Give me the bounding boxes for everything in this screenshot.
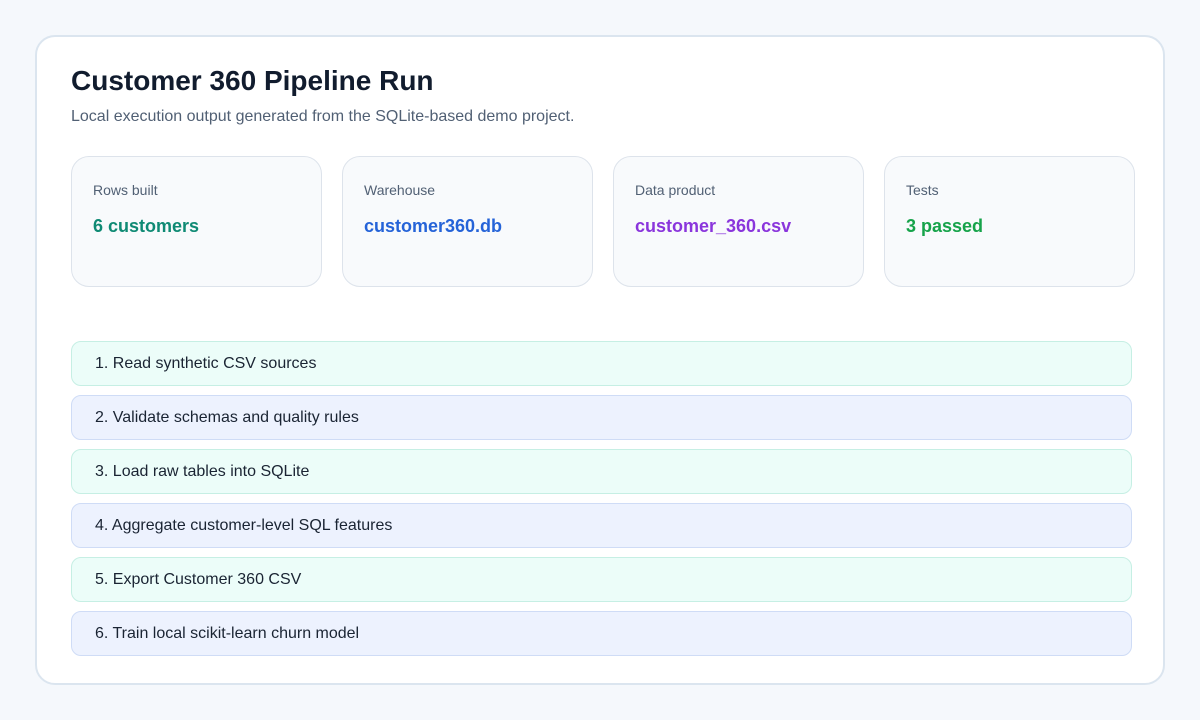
stat-label: Warehouse: [364, 182, 436, 198]
title: Customer 360 Pipeline Run: [71, 65, 434, 96]
run-card: Customer 360 Pipeline Run Local executio…: [35, 35, 1165, 685]
steps: 1. Read synthetic CSV sources 2. Validate…: [71, 341, 1132, 665]
stat-label: Data product: [635, 182, 716, 198]
stat-value: customer360.db: [364, 216, 503, 236]
stat-card: Data product customer_360.csv: [613, 156, 864, 287]
stat-card: Rows built 6 customers: [71, 156, 322, 287]
pipeline-step: 5. Export Customer 360 CSV: [71, 557, 1132, 602]
stat-card: Warehouse customer360.db: [342, 156, 593, 287]
stats: Rows built 6 customers Warehouse customer36…: [71, 156, 1135, 287]
stat-label: Tests: [906, 182, 939, 198]
pipeline-step: 2. Validate schemas and quality rules: [71, 395, 1132, 440]
stat-value: 6 customers: [93, 216, 200, 236]
stat-card: Tests 3 passed: [884, 156, 1135, 287]
pipeline-step: 1. Read synthetic CSV sources: [71, 341, 1132, 386]
stat-value: customer_360.csv: [635, 216, 792, 236]
stat-label: Rows built: [93, 182, 158, 198]
pipeline-step: 3. Load raw tables into SQLite: [71, 449, 1132, 494]
pipeline-step: 4. Aggregate customer-level SQL features: [71, 503, 1132, 548]
stat-value: 3 passed: [906, 216, 984, 236]
pipeline-step: 6. Train local scikit-learn churn model: [71, 611, 1132, 656]
subtitle: Local execution output generated from th…: [71, 108, 575, 125]
